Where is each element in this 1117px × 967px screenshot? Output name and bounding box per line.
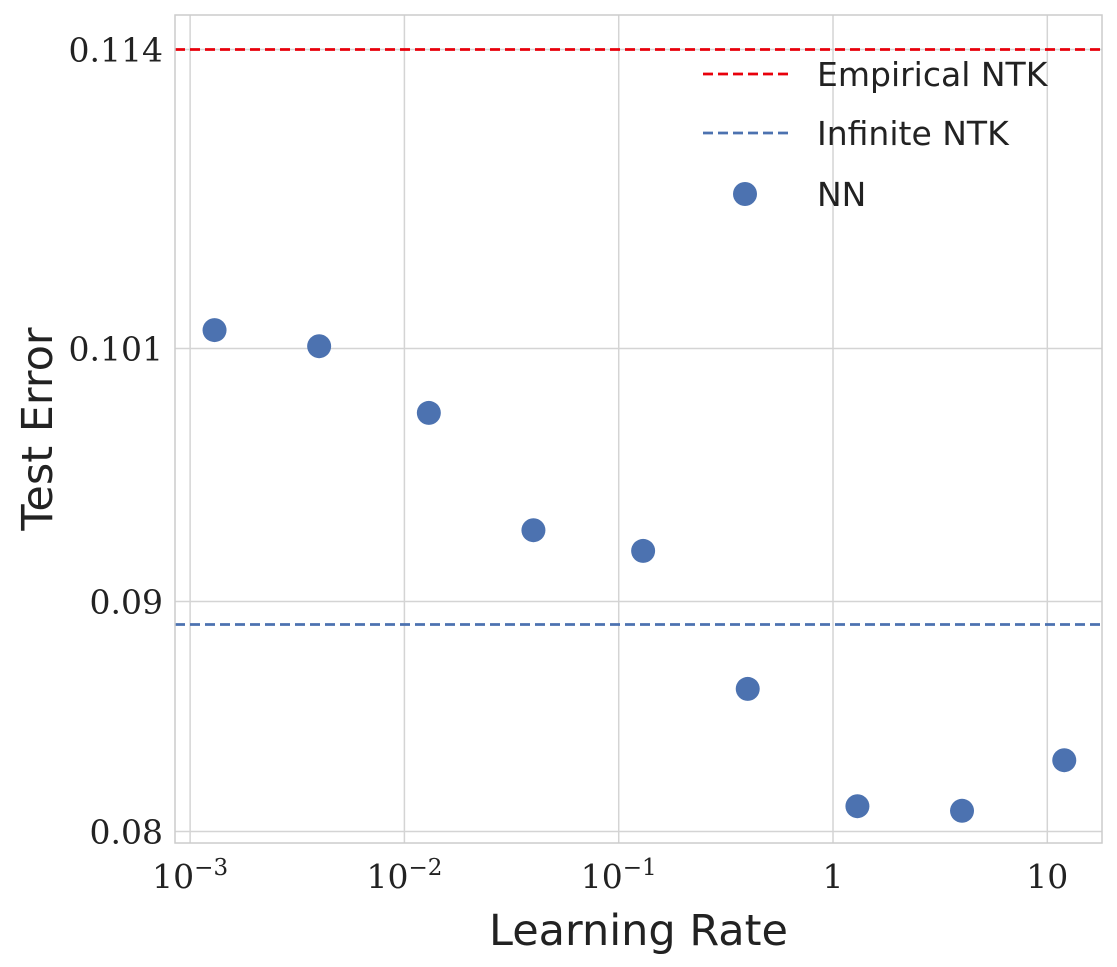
x-tick-label: 10−1 — [581, 855, 657, 896]
x-tick-label: 10−3 — [152, 855, 228, 896]
y-tick-label: 0.09 — [90, 583, 163, 622]
legend-label: NN — [817, 175, 866, 214]
nn-data-point — [950, 798, 975, 823]
x-tick-labels: 10−3 10−2 10−1 1 10 — [152, 855, 1068, 896]
nn-data-point — [416, 400, 441, 425]
nn-data-point — [735, 676, 760, 701]
legend-label: Infinite NTK — [817, 114, 1010, 153]
reference-lines — [175, 48, 1102, 626]
y-tick-label: 0.08 — [90, 813, 163, 852]
nn-data-point — [521, 518, 546, 543]
y-tick-labels: 0.08 0.09 0.101 0.114 — [69, 31, 163, 852]
y-tick-label: 0.114 — [69, 31, 163, 70]
x-tick-label: 1 — [823, 857, 844, 896]
nn-data-point — [307, 334, 332, 359]
legend-marker-swatch — [733, 182, 757, 206]
nn-data-point — [1052, 748, 1077, 773]
y-tick-label: 0.101 — [69, 330, 163, 369]
nn-data-point — [202, 318, 227, 343]
y-axis-label: Test Error — [13, 327, 63, 531]
nn-data-point — [845, 794, 870, 819]
legend: Empirical NTK Infinite NTK NN — [703, 55, 1049, 214]
x-tick-label: 10−2 — [366, 855, 442, 896]
x-axis-label: Learning Rate — [489, 906, 788, 956]
legend-label: Empirical NTK — [817, 55, 1049, 94]
plot-frame — [174, 14, 1103, 844]
nn-data-point — [631, 538, 656, 563]
nn-scatter-series — [202, 318, 1077, 823]
x-tick-label: 10 — [1026, 857, 1068, 896]
